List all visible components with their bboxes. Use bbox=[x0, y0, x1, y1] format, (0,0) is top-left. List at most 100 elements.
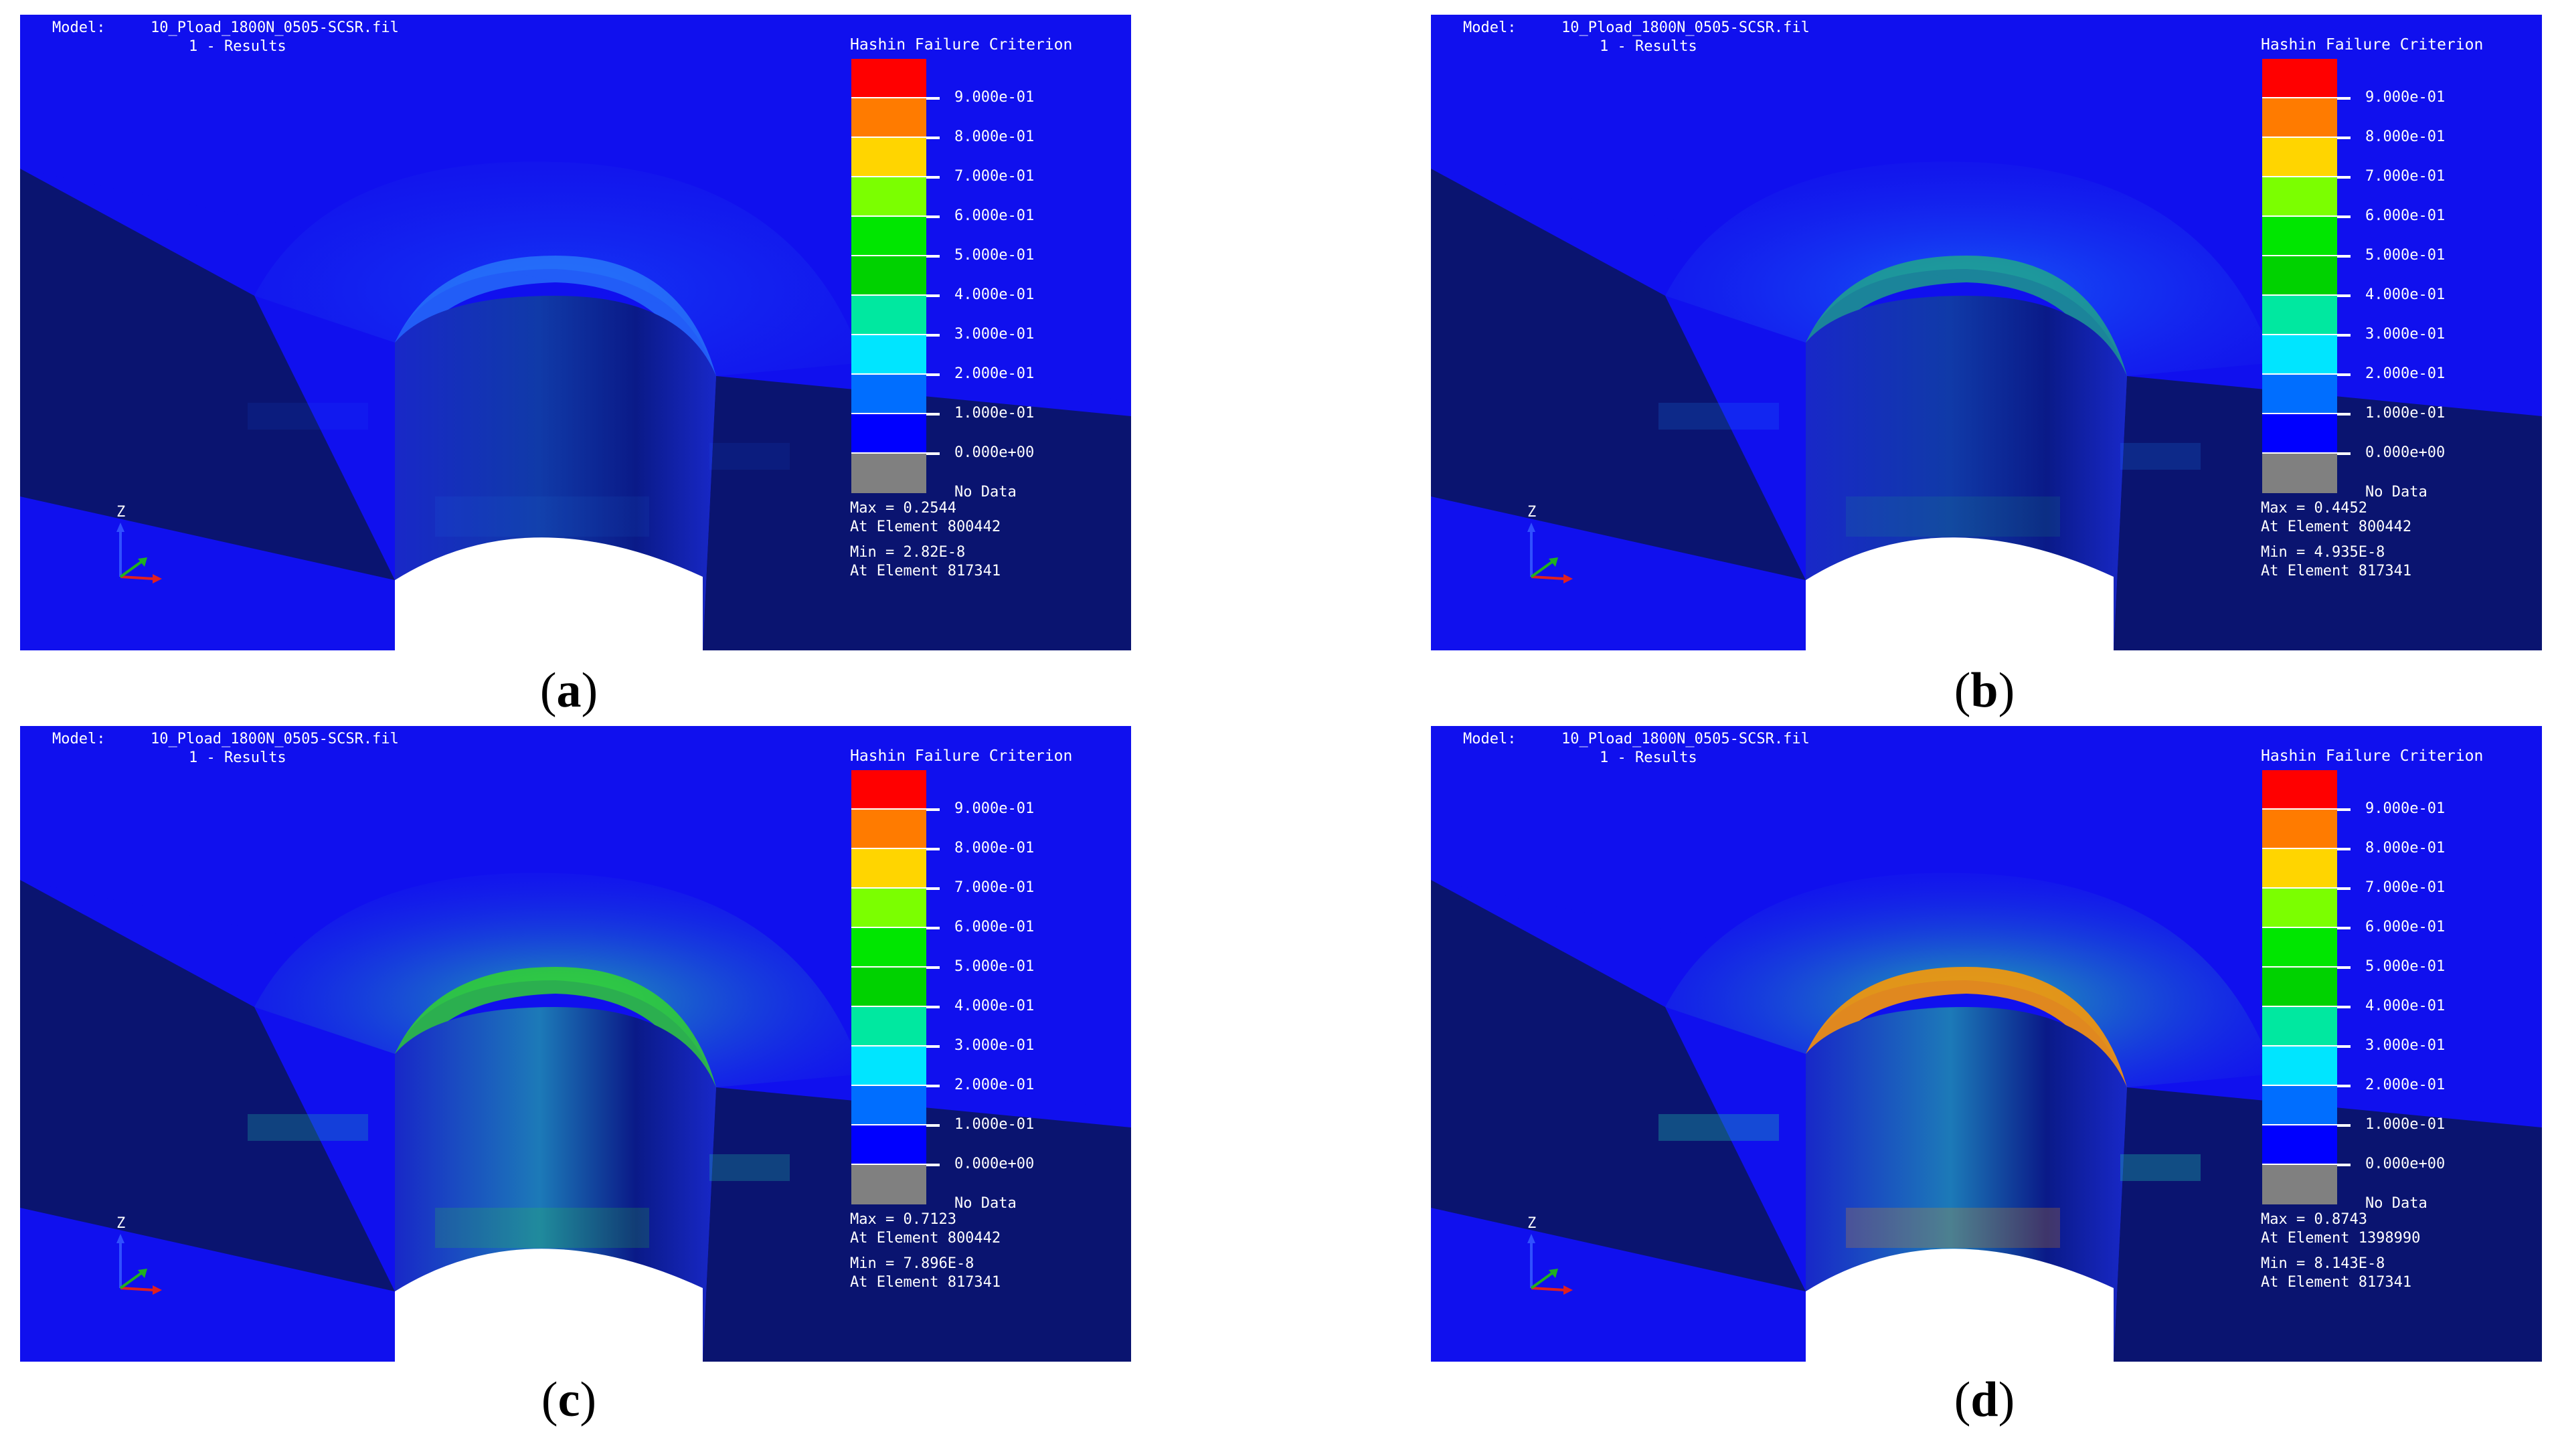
axis-triad-icon bbox=[116, 1234, 162, 1295]
model-name: 10_Pload_1800N_0505-SCSR.fil bbox=[1561, 731, 1810, 747]
legend-swatch bbox=[851, 375, 926, 414]
legend-tick-label: 6.000e-01 bbox=[954, 207, 1035, 224]
legend-tick-label: 3.000e-01 bbox=[2365, 326, 2446, 343]
bore-opening bbox=[395, 1249, 703, 1362]
bore-opening bbox=[1806, 537, 2114, 650]
legend-swatch bbox=[2262, 1046, 2337, 1086]
axis-z-label: Z bbox=[1527, 1215, 1537, 1232]
legend-swatch bbox=[2262, 98, 2337, 138]
legend-tick-label: 5.000e-01 bbox=[954, 247, 1035, 264]
legend-swatch bbox=[2262, 256, 2337, 296]
grid-mottle-2 bbox=[248, 1114, 368, 1141]
grid-mottle-1 bbox=[1846, 496, 2060, 537]
legend-swatch bbox=[2262, 454, 2337, 493]
panel-caption-d: (d) bbox=[1917, 1372, 2051, 1429]
grid-mottle-1 bbox=[435, 1208, 649, 1248]
caption-open-paren: ( bbox=[541, 1372, 558, 1427]
legend-tick-label: 6.000e-01 bbox=[2365, 207, 2446, 224]
min-element: At Element 817341 bbox=[2261, 1274, 2412, 1291]
legend-tick-label: 2.000e-01 bbox=[954, 365, 1035, 382]
legend-tick-label: 8.000e-01 bbox=[2365, 128, 2446, 145]
legend-swatch bbox=[851, 968, 926, 1007]
grid-mottle-2 bbox=[1658, 1114, 1779, 1141]
grid-mottle-3 bbox=[709, 1154, 790, 1181]
legend-swatch bbox=[851, 138, 926, 177]
max-value: Max = 0.8743 bbox=[2261, 1211, 2367, 1228]
legend-swatch bbox=[851, 98, 926, 138]
plate-front-block-left bbox=[1431, 169, 1806, 580]
model-name: 10_Pload_1800N_0505-SCSR.fil bbox=[1561, 19, 1810, 36]
legend-swatch bbox=[851, 335, 926, 375]
caption-open-paren: ( bbox=[539, 663, 557, 718]
min-value: Min = 7.896E-8 bbox=[850, 1255, 974, 1272]
legend-tick-label: 2.000e-01 bbox=[2365, 1077, 2446, 1093]
caption-letter: a bbox=[556, 663, 582, 718]
bore-opening bbox=[395, 537, 703, 650]
damage-band bbox=[1806, 967, 2127, 1091]
step-label: 1 - Results bbox=[1600, 749, 1697, 766]
axis-triad-icon bbox=[1527, 523, 1573, 583]
legend-swatch bbox=[2262, 1125, 2337, 1165]
legend-swatch bbox=[851, 1046, 926, 1086]
axis-z-label: Z bbox=[116, 1215, 126, 1232]
min-element: At Element 817341 bbox=[850, 1274, 1001, 1291]
axis-z-label: Z bbox=[1527, 504, 1537, 521]
legend-tick-label: No Data bbox=[2365, 484, 2427, 500]
legend-swatch bbox=[2262, 889, 2337, 928]
caption-letter: b bbox=[1970, 663, 1998, 718]
plate-front-block-left bbox=[1431, 880, 1806, 1291]
legend-tick-label: 8.000e-01 bbox=[954, 128, 1035, 145]
legend-tick-label: 8.000e-01 bbox=[2365, 840, 2446, 856]
legend-tick-label: 2.000e-01 bbox=[954, 1077, 1035, 1093]
legend-tick-label: 7.000e-01 bbox=[2365, 168, 2446, 185]
model-label: Model: bbox=[52, 731, 106, 747]
legend-swatch bbox=[2262, 138, 2337, 177]
legend-tick-label: No Data bbox=[954, 484, 1017, 500]
step-label: 1 - Results bbox=[189, 749, 286, 766]
plate-front-block-right bbox=[703, 1087, 1131, 1362]
legend-swatch bbox=[851, 810, 926, 849]
legend-tick-label: 7.000e-01 bbox=[2365, 879, 2446, 896]
damage-band bbox=[395, 967, 716, 1091]
model-label: Model: bbox=[1463, 19, 1517, 36]
plate-front-block-left bbox=[20, 169, 395, 580]
fe-model-view bbox=[1431, 726, 2542, 1362]
legend-tick-label: No Data bbox=[2365, 1195, 2427, 1212]
plate-front-block-left bbox=[20, 880, 395, 1291]
legend-swatch bbox=[851, 928, 926, 968]
model-label: Model: bbox=[1463, 731, 1517, 747]
plate-front-block-right bbox=[703, 376, 1131, 650]
legend-tick-label: 1.000e-01 bbox=[954, 405, 1035, 422]
result-panel-d: Model: 10_Pload_1800N_0505-SCSR.fil 1 - Re… bbox=[1431, 726, 2542, 1362]
legend-title: Hashin Failure Criterion bbox=[850, 747, 1073, 765]
min-value: Min = 2.82E-8 bbox=[850, 544, 966, 561]
legend-tick-label: 9.000e-01 bbox=[2365, 800, 2446, 817]
legend-swatch bbox=[2262, 1086, 2337, 1125]
legend-swatch bbox=[851, 849, 926, 889]
legend-swatch bbox=[2262, 770, 2337, 810]
panel-caption-b: (b) bbox=[1917, 662, 2051, 719]
legend-tick-label: 0.000e+00 bbox=[2365, 444, 2446, 461]
min-element: At Element 817341 bbox=[850, 563, 1001, 579]
legend-swatch bbox=[851, 770, 926, 810]
caption-letter: c bbox=[558, 1372, 580, 1427]
max-value: Max = 0.7123 bbox=[850, 1211, 956, 1228]
model-label: Model: bbox=[52, 19, 106, 36]
caption-open-paren: ( bbox=[1954, 663, 1971, 718]
max-value: Max = 0.4452 bbox=[2261, 500, 2367, 517]
min-value: Min = 8.143E-8 bbox=[2261, 1255, 2385, 1272]
legend-tick-label: 9.000e-01 bbox=[2365, 89, 2446, 106]
legend-swatch bbox=[851, 177, 926, 217]
legend-tick-label: 4.000e-01 bbox=[954, 286, 1035, 303]
panel-caption-a: (a) bbox=[502, 662, 636, 719]
legend-tick-label: 5.000e-01 bbox=[2365, 247, 2446, 264]
legend-title: Hashin Failure Criterion bbox=[850, 36, 1073, 54]
max-element: At Element 800442 bbox=[850, 1230, 1001, 1247]
legend-title: Hashin Failure Criterion bbox=[2261, 747, 2484, 765]
legend-tick-label: 4.000e-01 bbox=[2365, 998, 2446, 1014]
legend-swatch bbox=[2262, 177, 2337, 217]
grid-mottle-3 bbox=[2120, 1154, 2201, 1181]
grid-mottle-1 bbox=[1846, 1208, 2060, 1248]
legend-tick-label: 0.000e+00 bbox=[2365, 1156, 2446, 1172]
grid-mottle-2 bbox=[248, 403, 368, 430]
